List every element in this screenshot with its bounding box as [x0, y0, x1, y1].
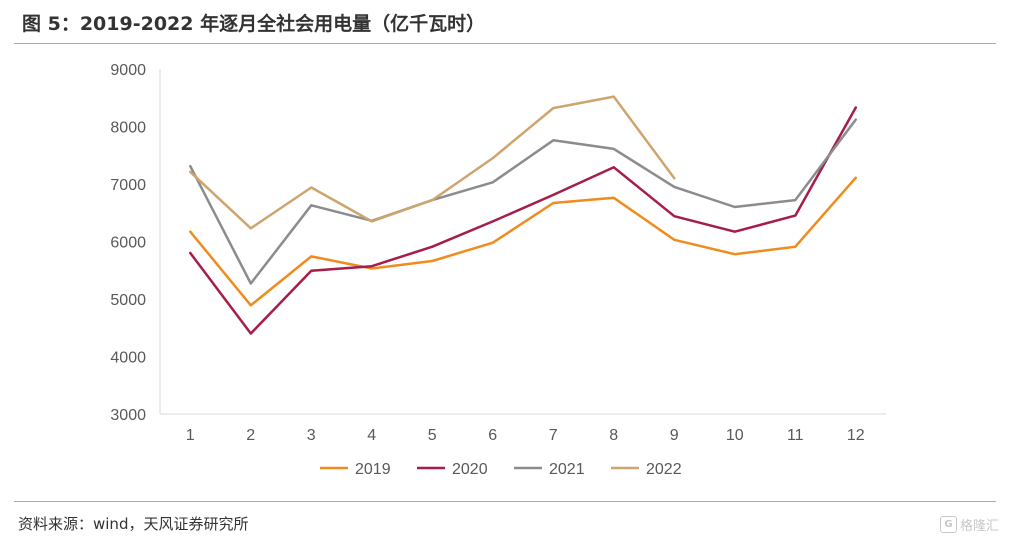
x-tick-label: 4 [367, 427, 376, 444]
x-tick-label: 10 [726, 427, 744, 444]
x-tick-label: 3 [307, 427, 316, 444]
legend-label-2020: 2020 [452, 461, 488, 478]
x-tick-label: 12 [847, 427, 865, 444]
chart-title: 图 5：2019-2022 年逐月全社会用电量（亿千瓦时） [22, 13, 486, 35]
y-tick-label: 8000 [110, 120, 146, 137]
series-line-2021 [189, 118, 858, 285]
y-tick-label: 5000 [110, 292, 146, 309]
series-line-2019 [189, 176, 858, 307]
x-tick-label: 7 [549, 427, 558, 444]
series-line-2020 [189, 106, 858, 335]
x-tick-label: 2 [246, 427, 255, 444]
x-tick-label: 5 [428, 427, 437, 444]
x-tick-label: 8 [609, 427, 618, 444]
x-tick-label: 6 [488, 427, 497, 444]
x-tick-label: 1 [186, 427, 195, 444]
y-tick-label: 9000 [110, 62, 146, 79]
legend-label-2022: 2022 [646, 461, 682, 478]
x-tick-label: 9 [670, 427, 679, 444]
y-tick-label: 4000 [110, 350, 146, 367]
y-tick-label: 3000 [110, 407, 146, 424]
y-tick-label: 6000 [110, 235, 146, 252]
brand-name: 格隆汇 [959, 518, 999, 534]
brand-watermark: G 格隆汇 [939, 514, 999, 534]
legend-label-2019: 2019 [355, 461, 391, 478]
footer-divider [14, 501, 996, 502]
series-line-2022 [189, 95, 676, 230]
source-note: 资料来源：wind，天风证券研究所 [18, 515, 249, 533]
brand-logo-icon: G [939, 515, 957, 533]
y-tick-label: 7000 [110, 177, 146, 194]
x-tick-label: 11 [787, 427, 804, 444]
legend-label-2021: 2021 [549, 461, 585, 478]
title-divider [14, 43, 996, 44]
